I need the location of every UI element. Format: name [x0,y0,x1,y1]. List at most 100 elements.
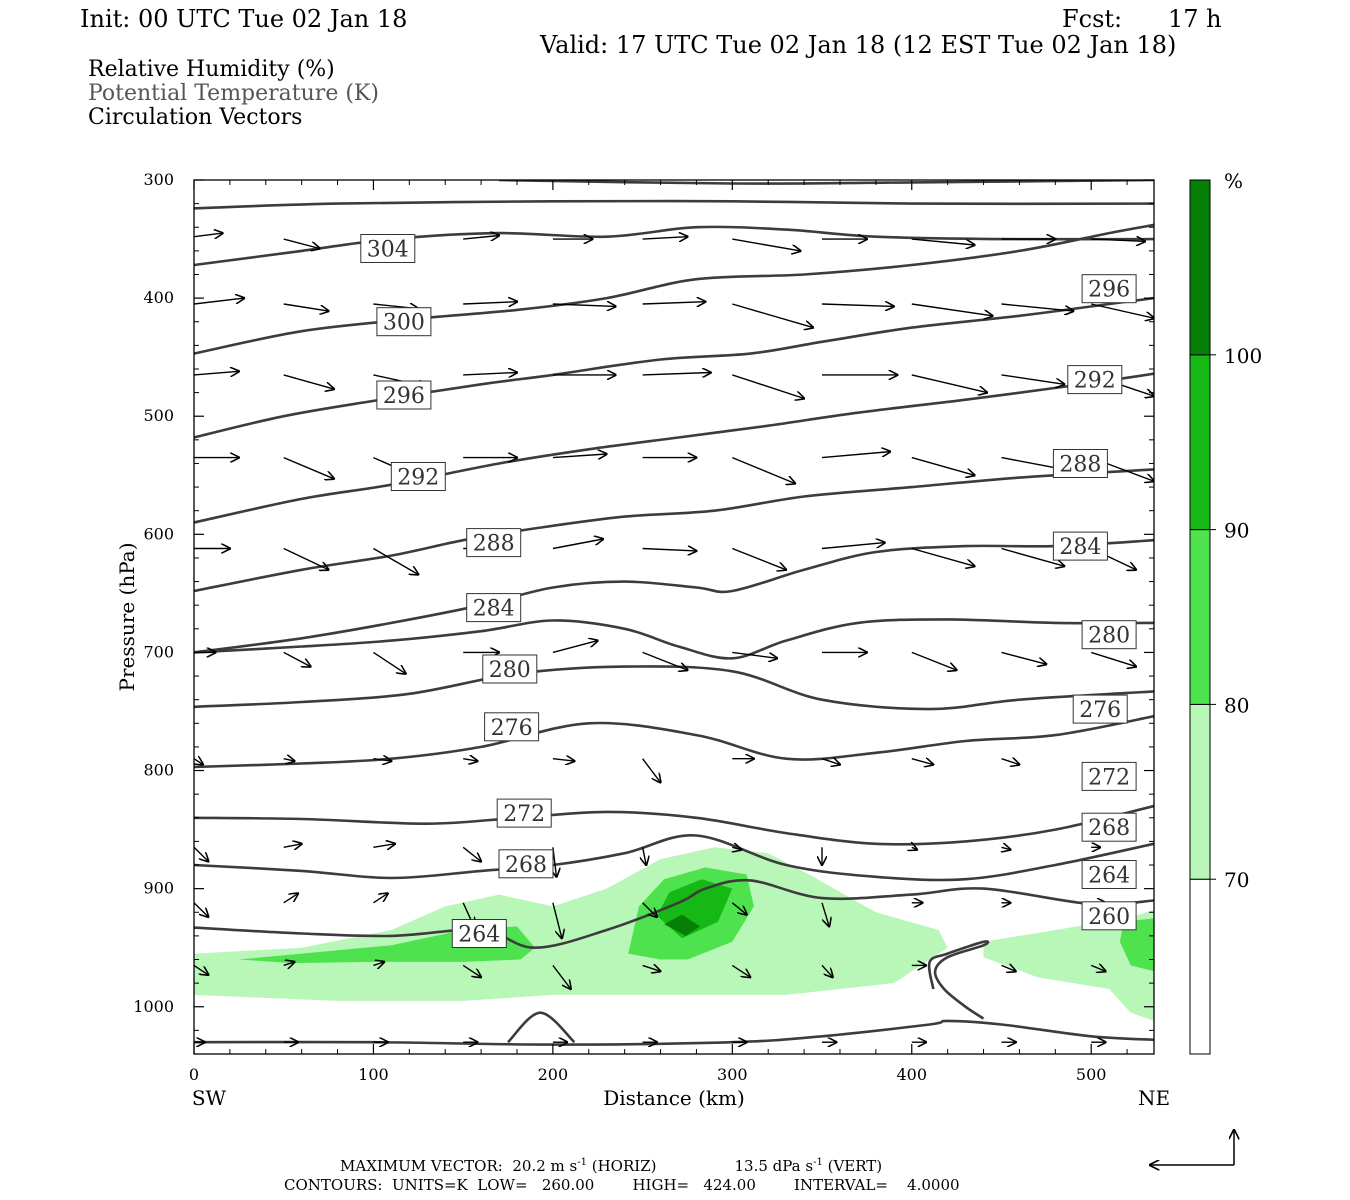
contour-label: 264 [1081,860,1137,889]
y-tick-label: 700 [143,642,174,661]
circulation-vector [283,238,320,248]
circulation-vector [373,844,395,848]
rh-region-100-6 [664,914,700,936]
y-axis-label: Pressure (hPa) [115,543,139,692]
circulation-vector [731,902,746,915]
contours-note: CONTOURS: UNITS=K LOW= 260.00 HIGH= 424.… [284,1176,960,1194]
circulation-vector [821,452,890,459]
circulation-vector [1090,965,1105,971]
circulation-vector [732,374,804,399]
circulation-vector [732,303,813,328]
circulation-vector [732,238,800,251]
circulation-vector [911,303,993,316]
colorbar-swatch [1189,703,1211,880]
contour-label: 288 [466,528,522,558]
circulation-vector [642,302,706,304]
theta-contour-264 [194,834,1154,882]
circulation-vector [1001,374,1065,384]
contour-label-text: 288 [1059,453,1101,478]
x-right-end-label: NE [1138,1086,1170,1110]
circulation-vector [283,844,302,848]
circulation-vector [1001,547,1065,567]
circulation-vector [821,543,885,550]
contour-label: 300 [376,307,432,337]
circulation-vector [643,847,647,865]
circulation-vector [642,758,661,783]
circulation-vector [283,374,334,389]
y-tick-label: 800 [143,761,174,780]
circulation-vector [732,547,786,570]
theta-contour-unlabeled-13 [507,1011,576,1044]
theta-contour-unlabeled-16 [498,180,1154,185]
circulation-vector [1001,651,1047,664]
circulation-vector [552,641,598,654]
circulation-vector [283,893,298,904]
contour-label-text: 296 [383,384,425,409]
contour-label: 276 [1072,694,1128,724]
contour-label-text: 296 [1088,278,1130,303]
circulation-vector [283,759,295,761]
contour-label: 304 [360,234,416,263]
circulation-vector [821,304,894,306]
circulation-vector [194,298,244,305]
circulation-vector [373,893,387,904]
y-tick-label: 900 [143,879,174,898]
contour-label-text: 276 [491,716,533,741]
circulation-vector [463,759,477,761]
contour-label: 268 [1081,812,1137,842]
theta-contour-284 [194,538,1154,654]
circulation-vector [642,237,688,239]
contour-label: 268 [498,849,554,879]
circulation-vector [283,962,295,966]
axes: 0 100 200 300 400 500 300 400 500 600 700 800 900 100… [133,170,1154,1084]
y-tick-label: 1000 [133,997,174,1016]
circulation-vector [1091,239,1145,241]
circulation-vector [463,236,499,240]
circulation-vector [283,303,329,311]
contour-label: 272 [496,798,552,828]
circulation-vector [911,547,975,567]
circulation-vector [1001,965,1016,971]
circulation-vector [731,964,750,977]
theta-contour-296 [194,296,1154,439]
theta-contour-292 [194,372,1154,524]
contour-label: 276 [484,712,540,742]
circulation-vector [732,847,741,849]
field-theta-title: Potential Temperature (K) [88,81,379,106]
theta-contour-260 [194,878,1154,950]
colorbar-swatch [1189,179,1211,356]
contour-label-layer: 260 264 268 272 276 280 284 288 292 296 300 304 296 2… [360,234,1137,948]
field-rh-title: Relative Humidity (%) [88,57,335,82]
contour-label: 292 [390,462,446,491]
forecast-hour: 17 h [1168,5,1222,33]
circulation-vector [642,965,661,971]
plot-frame [193,179,1155,1055]
rh-region-70-1 [983,909,1154,1021]
circulation-vector [283,547,329,570]
theta-contour-288 [194,468,1154,593]
colorbar-unit: % [1224,169,1243,193]
circulation-vector [552,539,603,550]
contour-label: 264 [451,919,507,948]
y-tick-label: 500 [143,406,174,425]
theta-contour-280 [194,618,1154,660]
circulation-vector [642,902,657,917]
circulation-vector [1090,651,1136,666]
theta-contour-unlabeled-14 [927,940,990,1020]
theta-contour-276 [194,665,1154,711]
contour-label-text: 292 [397,466,439,491]
colorbar-swatch [1189,878,1211,1055]
circulation-vector [732,456,795,484]
circulation-vector [463,302,517,304]
circulation-vector [462,846,481,861]
theta-contour-unlabeled-15 [194,199,1154,210]
contour-label-text: 272 [503,802,545,827]
colorbar-level-label: 80 [1224,693,1249,717]
circulation-vector [194,846,208,861]
theta-contour-304 [194,225,1154,267]
colorbar-level-label: 90 [1224,519,1249,543]
valid-time: Valid: 17 UTC Tue 02 Jan 18 (12 EST Tue … [540,31,1177,59]
colorbar-swatch [1189,354,1211,531]
contour-label: 260 [1081,901,1137,931]
circulation-vector [283,651,311,666]
